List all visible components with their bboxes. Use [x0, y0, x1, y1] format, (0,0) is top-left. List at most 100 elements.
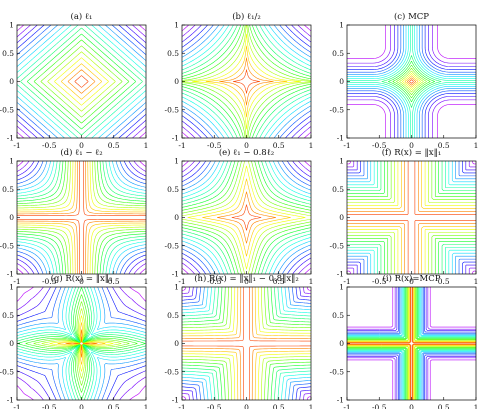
subplot-title: (a) ℓ₁: [71, 11, 93, 22]
x-tick-label: 0.5: [438, 403, 450, 409]
contour-level-4: [402, 73, 421, 90]
y-tick-label: -0.5: [330, 241, 345, 250]
contour-level-2: [219, 57, 274, 106]
x-tick-label: -0.5: [372, 403, 387, 409]
y-tick-label: 1: [9, 283, 14, 292]
plot-frame: [346, 286, 477, 401]
contour-level-13: [347, 161, 476, 274]
subplot-title: (d) ℓ₁ − ℓ₂: [60, 147, 102, 158]
x-tick-label: 1: [474, 277, 479, 286]
contour-level-1: [17, 161, 146, 274]
contour-level-12: [17, 25, 146, 138]
subplot-h: (h) R(x) = ‖x‖₁ − 0.8‖x‖₂ -1 -0.5 0 0.5 1 1 0.5…: [165, 273, 314, 409]
contour-level-1: [409, 79, 414, 84]
contour-level-5: [182, 287, 311, 400]
contour-level-16: [182, 25, 311, 138]
contour-level-7: [33, 39, 130, 124]
contour-level-13: [17, 161, 146, 274]
contour-level-11: [347, 161, 476, 274]
contour-lines: [17, 161, 146, 274]
contour-level-12: [347, 25, 476, 138]
x-tick-label: -0.5: [42, 277, 57, 286]
contour-level-3: [202, 178, 291, 257]
contour-level-10: [347, 25, 476, 138]
y-tick-label: -0.5: [165, 105, 180, 114]
y-tick-label: 0: [339, 77, 344, 86]
y-tick-label: 0: [339, 339, 344, 348]
contour-level-14: [347, 161, 476, 274]
y-tick-label: -1: [172, 396, 179, 405]
contour-level-13: [347, 25, 476, 138]
contour-level-14: [182, 287, 311, 400]
contour-level-12: [182, 161, 311, 274]
y-tick-label: -1: [337, 134, 344, 143]
x-tick-label: 0.5: [438, 141, 450, 150]
x-tick-label: -0.5: [207, 277, 222, 286]
y-tick-label: -0.5: [0, 241, 14, 250]
x-tick-label: -1: [13, 277, 20, 286]
contour-level-7: [25, 294, 138, 393]
subplot-title: (c) MCP: [394, 11, 429, 22]
contour-level-13: [17, 287, 146, 400]
y-tick-label: 0.5: [332, 311, 344, 320]
contour-level-12: [182, 25, 311, 138]
contour-level-8: [17, 287, 146, 400]
contour-level-18: [17, 25, 146, 138]
contour-level-5: [399, 70, 424, 93]
contour-level-18: [182, 25, 311, 138]
contour-level-15: [182, 287, 311, 400]
contour-level-11: [347, 25, 476, 138]
contour-level-10: [182, 161, 311, 274]
contour-level-16: [182, 161, 311, 274]
contour-level-18: [347, 287, 476, 400]
contour-level-6: [182, 161, 311, 274]
contour-level-9: [182, 161, 311, 274]
contour-level-18: [17, 161, 146, 274]
y-tick-label: 0.5: [167, 185, 179, 194]
contour-level-13: [182, 287, 311, 400]
y-tick-label: 0.5: [2, 185, 14, 194]
x-tick-label: 1: [474, 403, 479, 409]
y-tick-label: -1: [337, 270, 344, 279]
contour-level-12: [347, 287, 476, 400]
contour-level-12: [17, 287, 146, 400]
contour-level-3: [347, 161, 476, 274]
y-tick-label: 0.5: [167, 49, 179, 58]
contour-level-11: [347, 287, 476, 400]
contour-level-1: [347, 287, 476, 400]
contour-lines: [347, 25, 476, 138]
y-tick-label: 0: [174, 339, 179, 348]
contour-level-11: [17, 287, 146, 400]
x-tick-label: -1: [343, 141, 350, 150]
subplot-f: (f) R(x) = ‖x‖₁ -1 -0.5 0 0.5 1 1 0.5 0 -0.5 -1: [330, 147, 479, 286]
contour-level-7: [392, 64, 431, 99]
contour-level-12: [182, 287, 311, 400]
plot-frame: [181, 286, 312, 401]
y-tick-label: 0: [174, 77, 179, 86]
contour-level-7: [347, 161, 476, 274]
contour-level-4: [192, 33, 301, 130]
contour-level-10: [17, 25, 146, 138]
y-tick-label: 0: [174, 213, 179, 222]
contour-level-17: [182, 161, 311, 274]
contour-level-6: [40, 45, 123, 118]
contour-level-16: [182, 287, 311, 400]
x-tick-label: 0.5: [438, 277, 450, 286]
contour-level-9: [182, 287, 311, 400]
x-tick-label: -0.5: [207, 403, 222, 409]
contour-level-10: [347, 287, 476, 400]
contour-level-4: [347, 287, 476, 400]
contour-level-6: [33, 301, 130, 386]
plot-frame: [181, 160, 312, 275]
contour-level-12: [17, 161, 146, 274]
x-tick-label: -1: [178, 403, 185, 409]
x-tick-label: 0.5: [108, 277, 120, 286]
y-tick-label: 0.5: [167, 311, 179, 320]
contour-level-18: [17, 287, 146, 400]
subplot-title: (e) ℓ₁ − 0.8ℓ₂: [219, 147, 274, 158]
contour-level-5: [47, 51, 116, 112]
x-tick-label: 1: [144, 141, 149, 150]
x-tick-label: -0.5: [42, 403, 57, 409]
x-tick-label: -0.5: [372, 141, 387, 150]
